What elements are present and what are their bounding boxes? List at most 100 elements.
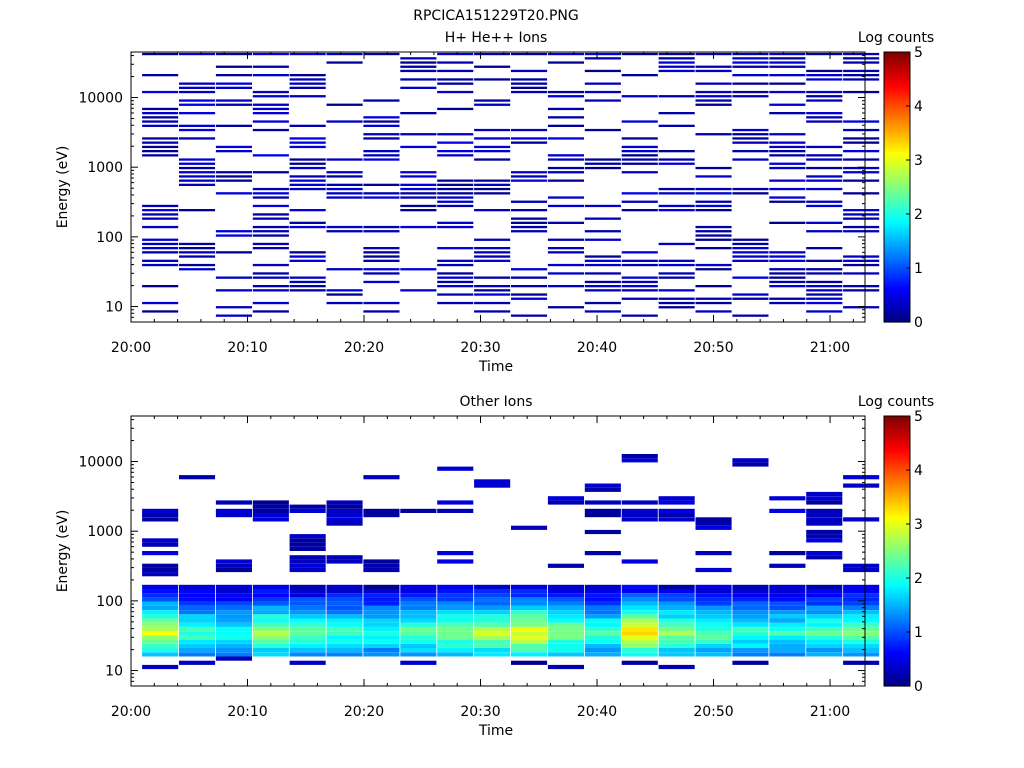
- heatmap-cell: [252, 95, 289, 98]
- x-axis-ticks: 20:00 20:10 20:20 20:30 20:40 20:50 21:00: [111, 416, 854, 720]
- colorbar-segment: [884, 297, 910, 301]
- heatmap-cell: [621, 508, 658, 513]
- colorbar-segment: [884, 223, 910, 226]
- heatmap-cell: [806, 521, 843, 526]
- x-tick-label: 20:40: [577, 340, 617, 356]
- colorbar-segment: [884, 546, 910, 550]
- heatmap-cell: [511, 597, 548, 602]
- heatmap-cell: [252, 622, 289, 627]
- heatmap-cell: [326, 196, 363, 199]
- heatmap-cell: [621, 95, 658, 98]
- heatmap-cell: [511, 86, 548, 89]
- heatmap-cell: [289, 597, 326, 602]
- heatmap-cell: [363, 559, 400, 564]
- heatmap-cell: [621, 593, 658, 598]
- heatmap-cell: [658, 614, 695, 619]
- heatmap-cell: [437, 150, 474, 153]
- heatmap-cell: [769, 618, 806, 623]
- heatmap-cell: [326, 513, 363, 518]
- y-tick-label: 10: [105, 300, 123, 316]
- colorbar-segment: [884, 510, 910, 514]
- heatmap-cell: [584, 82, 621, 85]
- heatmap-cell: [142, 141, 179, 144]
- colorbar-segment: [884, 74, 910, 78]
- colorbar-segment: [884, 279, 910, 283]
- heatmap-cell: [584, 238, 621, 241]
- heatmap-cell: [142, 217, 179, 220]
- colorbar-segment: [884, 656, 910, 660]
- heatmap-cell: [769, 90, 806, 94]
- heatmap-cell: [658, 162, 695, 165]
- colorbar-segment: [884, 654, 910, 658]
- heatmap-cell: [511, 605, 548, 610]
- heatmap-cell: [732, 247, 769, 250]
- heatmap-cell: [547, 158, 584, 161]
- heatmap-cell: [289, 660, 326, 665]
- heatmap-cell: [806, 297, 843, 300]
- heatmap-cell: [252, 171, 289, 174]
- heatmap-cell: [843, 643, 880, 648]
- colorbar-tick-label: 0: [914, 679, 923, 695]
- colorbar-segment: [884, 463, 910, 467]
- colorbar-segment: [884, 481, 910, 485]
- heatmap-cell: [658, 263, 695, 267]
- colorbar-tick-label: 2: [914, 207, 923, 223]
- heatmap-cell: [806, 175, 843, 178]
- heatmap-cell: [179, 209, 216, 212]
- heatmap-cell: [289, 538, 326, 543]
- colorbar-segment: [884, 470, 910, 473]
- colorbar-segment: [884, 160, 910, 163]
- heatmap-cell: [289, 183, 326, 186]
- heatmap-cell: [769, 635, 806, 640]
- heatmap-cell: [769, 259, 806, 262]
- heatmap-cell: [732, 137, 769, 140]
- colorbar-segment: [884, 171, 910, 175]
- heatmap-cell: [179, 166, 216, 170]
- heatmap-cell: [621, 517, 658, 522]
- heatmap-cell: [215, 610, 252, 615]
- heatmap-cell: [769, 166, 806, 170]
- heatmap-cell: [289, 601, 326, 606]
- heatmap-cell: [806, 551, 843, 556]
- heatmap-cell: [400, 57, 437, 60]
- colorbar-segment: [884, 52, 910, 55]
- heatmap-cell: [142, 538, 179, 543]
- heatmap-cell: [474, 652, 511, 657]
- heatmap-cell: [695, 133, 732, 136]
- heatmap-cell: [806, 259, 843, 262]
- heatmap-cell: [806, 99, 843, 102]
- heatmap-cell: [732, 158, 769, 161]
- heatmap-cell: [474, 276, 511, 279]
- heatmap-cell: [400, 268, 437, 271]
- colorbar-tick-label: 4: [914, 99, 923, 115]
- colorbar-segment: [884, 139, 910, 143]
- heatmap-cell: [437, 225, 474, 229]
- heatmap-cell: [511, 78, 548, 81]
- heatmap-cell: [843, 171, 880, 174]
- heatmap-cell: [474, 259, 511, 262]
- heatmap-cell: [252, 593, 289, 598]
- heatmap-cell: [326, 504, 363, 509]
- heatmap-cell: [806, 491, 843, 497]
- heatmap-cell: [843, 589, 880, 594]
- heatmap-cell: [769, 251, 806, 254]
- heatmap-cell: [179, 626, 216, 632]
- heatmap-cell: [289, 166, 326, 170]
- heatmap-cell: [695, 593, 732, 598]
- heatmap-cell: [806, 610, 843, 615]
- colorbar-segment: [884, 162, 910, 166]
- colorbar-segment: [884, 517, 910, 521]
- heatmap-cell: [215, 622, 252, 627]
- heatmap-cell: [769, 280, 806, 284]
- heatmap-cell: [843, 213, 880, 216]
- panel-other-ions: Other Ions Log counts 20:00 20:10 20:20 20:…: [55, 394, 934, 739]
- heatmap-cell: [732, 259, 769, 262]
- colorbar-segment: [884, 308, 910, 312]
- heatmap-cell: [769, 103, 806, 106]
- heatmap-cell: [363, 247, 400, 250]
- heatmap-cell: [843, 225, 880, 229]
- heatmap-cell: [363, 251, 400, 254]
- colorbar-segment: [884, 668, 910, 671]
- heatmap-cell: [547, 116, 584, 119]
- heatmap-cell: [179, 614, 216, 619]
